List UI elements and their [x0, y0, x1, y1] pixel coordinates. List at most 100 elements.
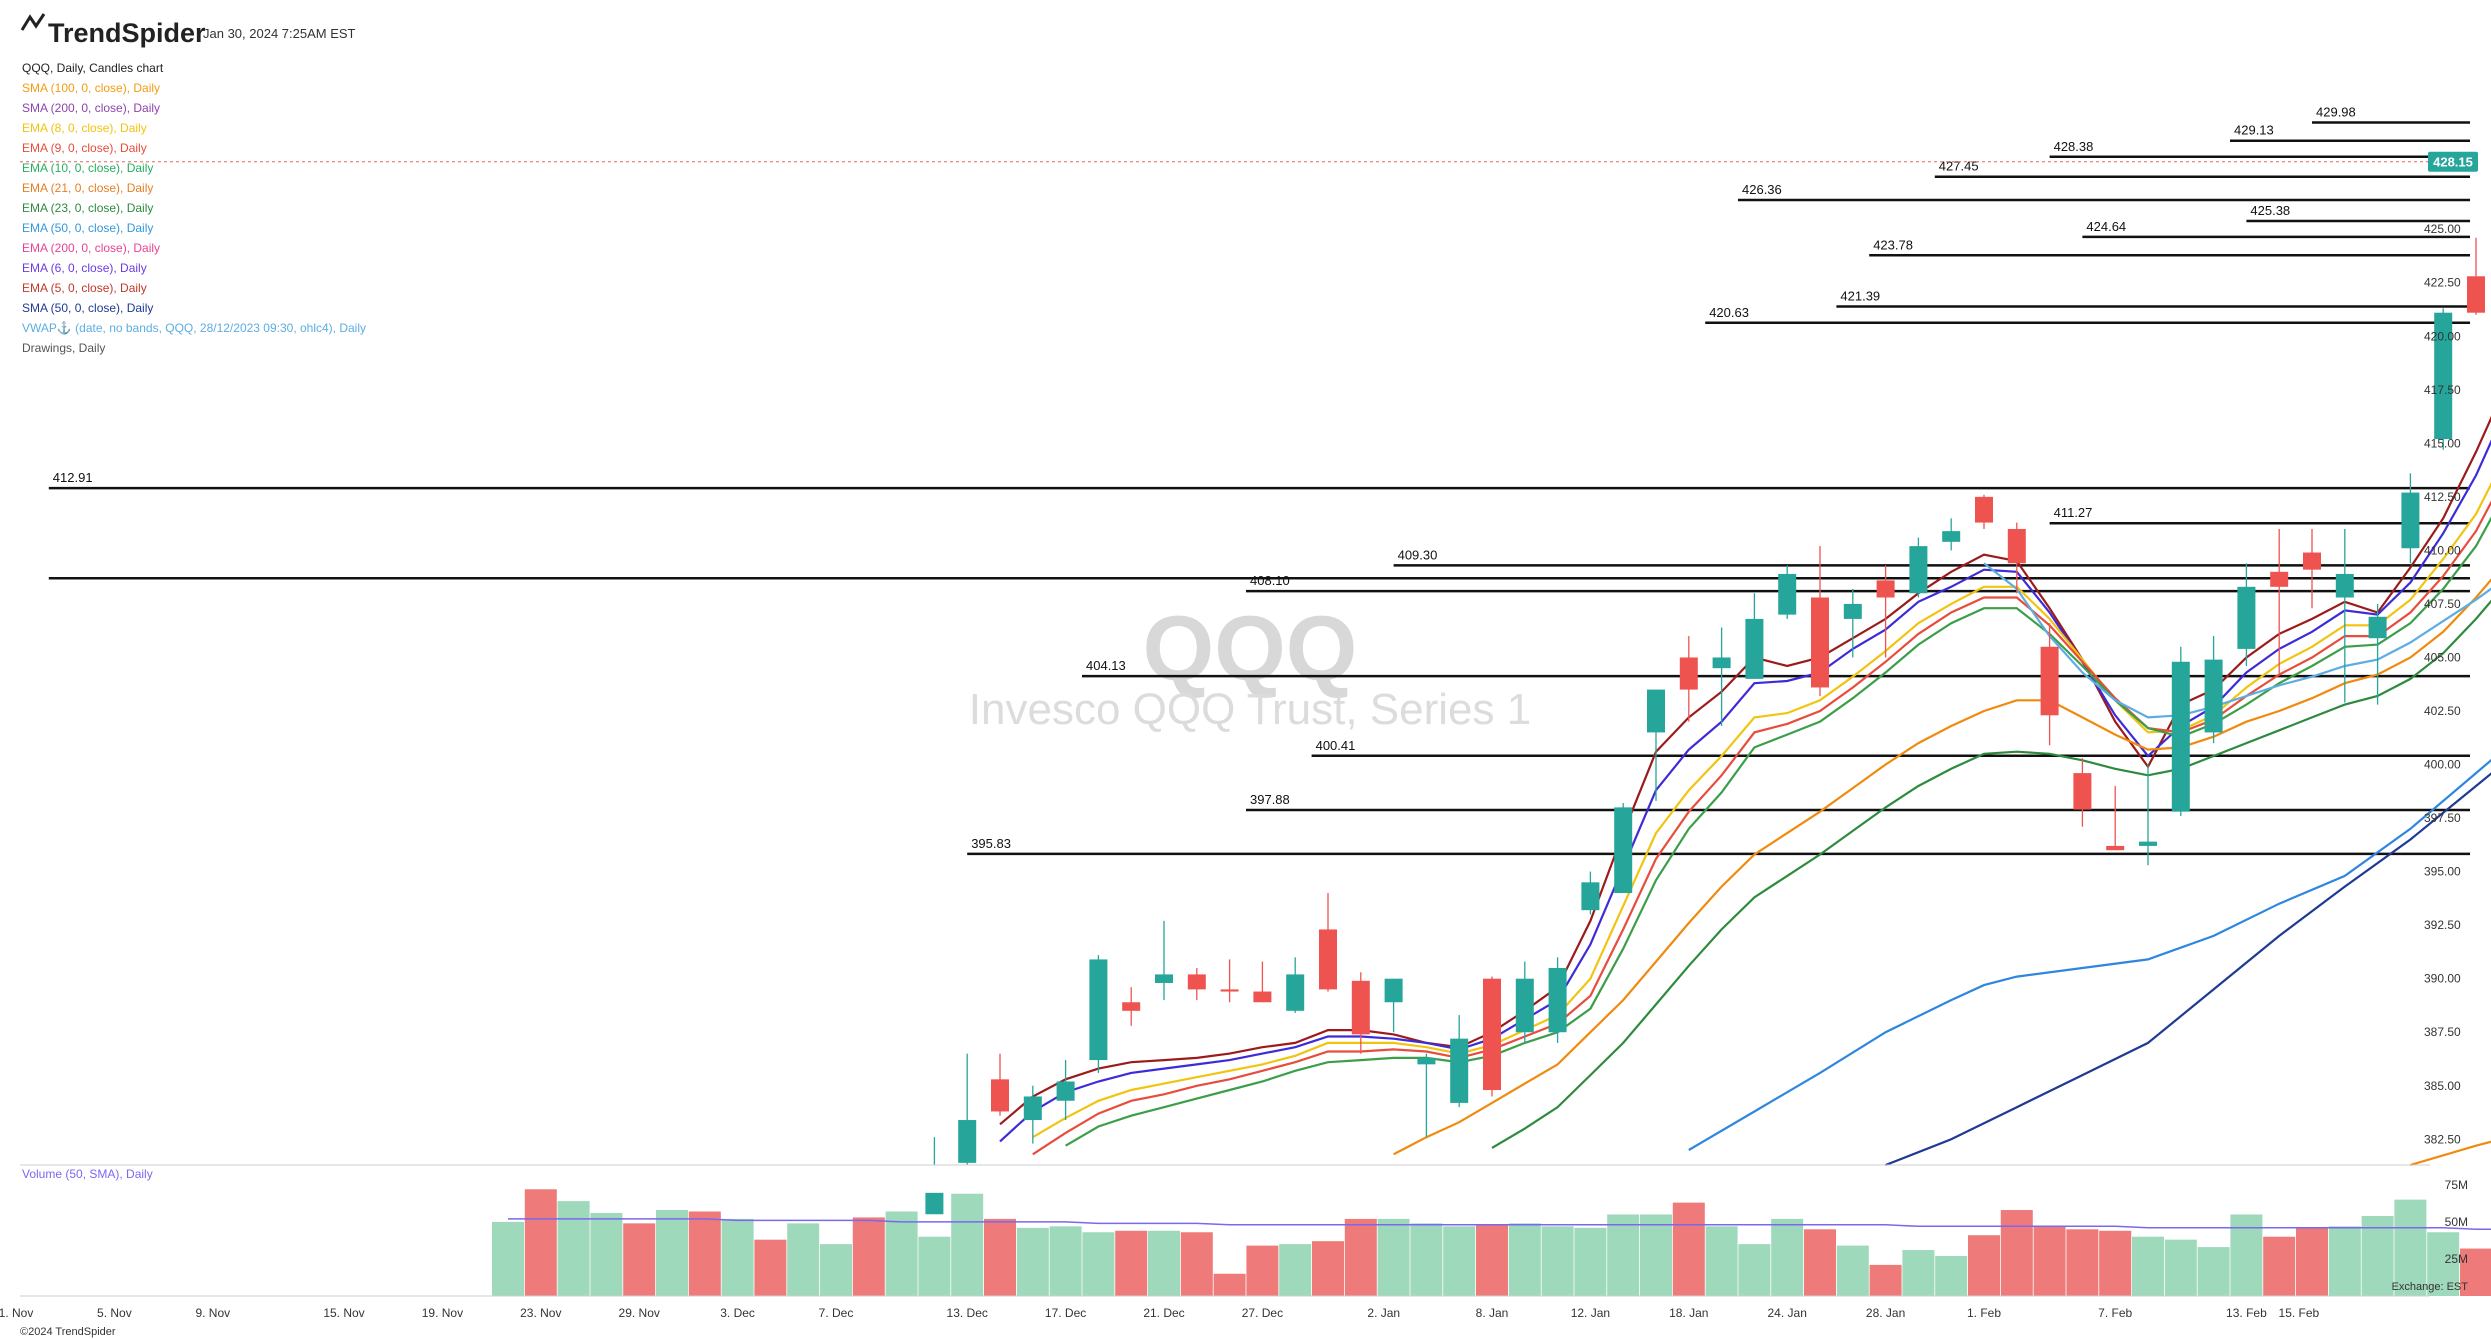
time-tick-label: 24. Jan — [1768, 1306, 1807, 1320]
legend-item[interactable]: SMA (200, 0, close), Daily — [22, 101, 160, 115]
indicator-line — [1983, 562, 2491, 719]
candle-body[interactable] — [2073, 773, 2092, 810]
candle-body[interactable] — [925, 1192, 944, 1215]
time-tick-label: 15. Nov — [323, 1306, 364, 1320]
candle-body[interactable] — [2467, 276, 2485, 313]
legend-item[interactable]: SMA (100, 0, close), Daily — [22, 81, 160, 95]
candle-body[interactable] — [1614, 807, 1633, 894]
legend-item[interactable]: EMA (23, 0, close), Daily — [22, 201, 153, 215]
volume-bar — [984, 1218, 1016, 1296]
candle-body[interactable] — [1220, 989, 1239, 992]
candle-body[interactable] — [2237, 586, 2256, 649]
candle-body[interactable] — [2270, 571, 2289, 587]
candle-body[interactable] — [1155, 974, 1173, 983]
candle-body[interactable] — [1679, 657, 1698, 690]
volume-bar — [1312, 1241, 1344, 1296]
candles[interactable] — [925, 124, 2491, 1215]
candle-body[interactable] — [1876, 580, 1895, 598]
candle-body[interactable] — [2106, 845, 2125, 851]
price-tick-label: 415.00 — [2424, 436, 2461, 450]
candle-body[interactable] — [1450, 1038, 1469, 1103]
candle-body[interactable] — [1975, 496, 1993, 523]
candle-body[interactable] — [2434, 312, 2453, 440]
level-label: 425.38 — [2250, 203, 2290, 218]
time-tick-label: 7. Feb — [2098, 1306, 2132, 1320]
candle-body[interactable] — [2139, 841, 2157, 846]
candle-body[interactable] — [1089, 959, 1108, 1061]
legend-item[interactable]: EMA (9, 0, close), Daily — [22, 141, 147, 155]
legend-item[interactable]: SMA (50, 0, close), Daily — [22, 301, 153, 315]
volume-legend[interactable]: Volume (50, SMA), Daily — [22, 1167, 153, 1181]
candle-body[interactable] — [1548, 967, 1567, 1033]
legend-item[interactable]: EMA (200, 0, close), Daily — [22, 241, 160, 255]
candle-body[interactable] — [1483, 978, 1501, 1091]
candle-body[interactable] — [1515, 978, 1534, 1033]
candle-body[interactable] — [958, 1120, 977, 1163]
price-tick-label: 412.50 — [2424, 490, 2461, 504]
level-label: 397.88 — [1250, 792, 1290, 807]
candle-body[interactable] — [1417, 1057, 1436, 1065]
candle-body[interactable] — [1581, 882, 1600, 911]
candle-body[interactable] — [1384, 978, 1403, 1003]
candle-body[interactable] — [2368, 616, 2387, 639]
legend-item[interactable]: EMA (50, 0, close), Daily — [22, 221, 153, 235]
volume-bar — [2328, 1226, 2361, 1296]
volume-tick-label: 75M — [2445, 1178, 2468, 1192]
candle-body[interactable] — [1843, 603, 1862, 619]
legend-item[interactable]: EMA (6, 0, close), Daily — [22, 261, 147, 275]
candle-body[interactable] — [1187, 974, 1206, 990]
candle-body[interactable] — [1778, 573, 1797, 615]
legend-item[interactable]: EMA (5, 0, close), Daily — [22, 281, 147, 295]
candle-body[interactable] — [1253, 991, 1272, 1003]
volume-bar — [754, 1239, 787, 1296]
volume-bars — [492, 1189, 2491, 1296]
volume-tick-label: 50M — [2445, 1215, 2468, 1229]
candle-body[interactable] — [1942, 531, 1961, 542]
legend-item[interactable]: VWAP⚓ (date, no bands, QQQ, 28/12/2023 0… — [22, 321, 366, 335]
volume-bar — [1804, 1229, 1836, 1296]
level-label: 429.98 — [2316, 105, 2356, 120]
legend-item[interactable]: EMA (21, 0, close), Daily — [22, 181, 153, 195]
candle-body[interactable] — [991, 1079, 1009, 1112]
candle-body[interactable] — [1712, 657, 1731, 669]
candle-body[interactable] — [1811, 597, 1829, 688]
candle-body[interactable] — [1286, 974, 1305, 1011]
candle-body[interactable] — [2401, 492, 2420, 549]
price-axis[interactable]: 382.50 385.00 387.50 390.00 392.50 395.00 397.… — [2424, 222, 2461, 1146]
volume-axis: 25M 50M 75M — [2445, 1178, 2468, 1266]
candle-body[interactable] — [1122, 1002, 1141, 1011]
time-tick-label: 18. Jan — [1669, 1306, 1708, 1320]
price-tick-label: 382.50 — [2424, 1132, 2461, 1146]
volume-bar — [1968, 1235, 2000, 1296]
time-tick-label: 1. Nov — [0, 1306, 33, 1320]
watermark-name: Invesco QQQ Trust, Series 1 — [969, 685, 1531, 734]
price-tick-label: 392.50 — [2424, 918, 2461, 932]
candle-body[interactable] — [1909, 546, 1928, 594]
candle-body[interactable] — [2040, 646, 2059, 716]
candle-body[interactable] — [1056, 1081, 1075, 1101]
legend-item[interactable]: QQQ, Daily, Candles chart — [22, 61, 164, 75]
candle-body[interactable] — [1319, 929, 1337, 990]
candle-body[interactable] — [2171, 661, 2190, 812]
legend-item[interactable]: Drawings, Daily — [22, 341, 105, 355]
horizontal-levels[interactable]: 429.98 429.13 428.38 427.45 426.36 425.38 424.… — [48, 105, 2470, 856]
candle-body[interactable] — [1647, 689, 1665, 733]
volume-bar — [1672, 1202, 1705, 1296]
candle-body[interactable] — [2303, 552, 2321, 570]
candle-body[interactable] — [1745, 618, 1764, 679]
legend-item[interactable]: EMA (10, 0, close), Daily — [22, 161, 153, 175]
level-label: 424.64 — [2086, 219, 2126, 234]
time-tick-label: 13. Dec — [947, 1306, 988, 1320]
legend-item[interactable]: EMA (8, 0, close), Daily — [22, 121, 147, 135]
candle-body[interactable] — [2335, 573, 2354, 598]
indicator-legend[interactable]: QQQ, Daily, Candles chart SMA (100, 0, cl… — [22, 61, 366, 355]
candle-body[interactable] — [1023, 1096, 1042, 1121]
candle-body[interactable] — [1351, 980, 1370, 1035]
candle-body[interactable] — [2007, 528, 2026, 564]
volume-bar — [1574, 1227, 1607, 1296]
volume-bar — [1115, 1230, 1148, 1296]
candle-body[interactable] — [2204, 659, 2223, 733]
